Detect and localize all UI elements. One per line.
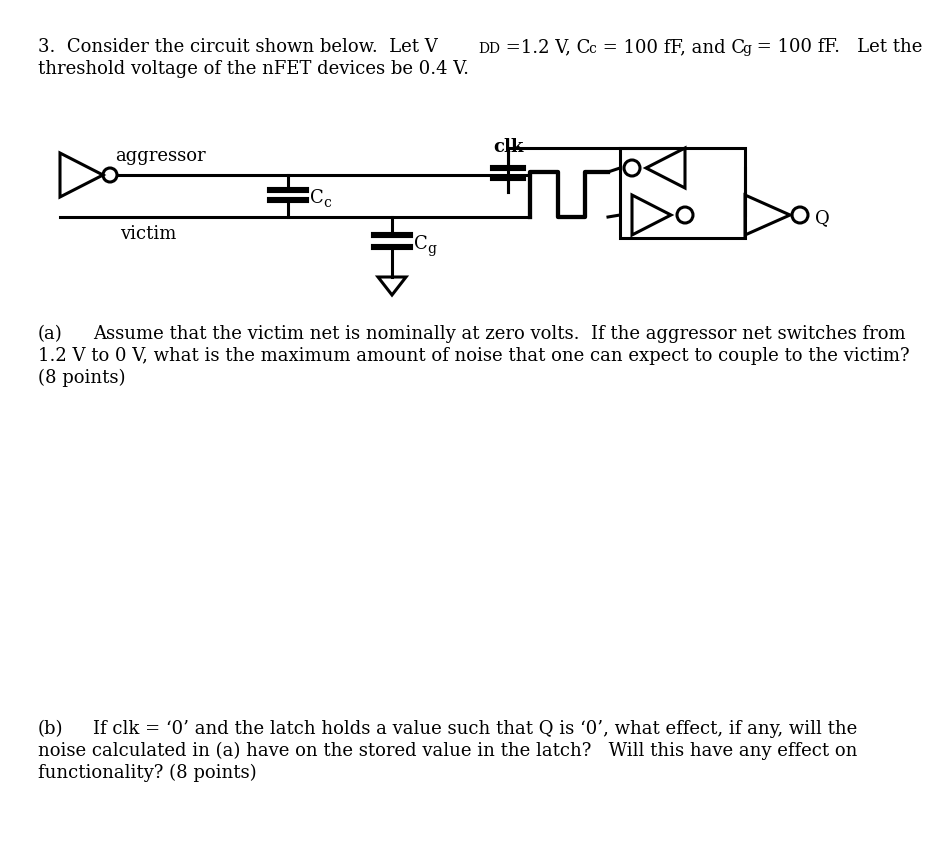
Text: aggressor: aggressor xyxy=(115,147,206,165)
Text: =1.2 V, C: =1.2 V, C xyxy=(500,38,591,56)
Text: (b): (b) xyxy=(38,720,64,738)
Bar xyxy=(620,148,745,238)
Text: 1.2 V to 0 V, what is the maximum amount of noise that one can expect to couple : 1.2 V to 0 V, what is the maximum amount… xyxy=(38,347,910,365)
Text: g: g xyxy=(427,242,436,256)
Text: clk: clk xyxy=(493,138,523,156)
Text: = 100 fF, and C: = 100 fF, and C xyxy=(597,38,746,56)
Text: c: c xyxy=(588,42,596,56)
Text: noise calculated in (a) have on the stored value in the latch?   Will this have : noise calculated in (a) have on the stor… xyxy=(38,742,857,760)
Text: threshold voltage of the nFET devices be 0.4 V.: threshold voltage of the nFET devices be… xyxy=(38,60,469,78)
Text: g: g xyxy=(742,42,751,56)
Text: functionality? (8 points): functionality? (8 points) xyxy=(38,764,256,783)
Text: C: C xyxy=(310,189,324,207)
Text: victim: victim xyxy=(120,225,177,243)
Text: c: c xyxy=(323,196,331,210)
Text: (a): (a) xyxy=(38,325,63,343)
Text: Q: Q xyxy=(815,209,830,227)
Text: 3.  Consider the circuit shown below.  Let V: 3. Consider the circuit shown below. Let… xyxy=(38,38,438,56)
Text: DD: DD xyxy=(478,42,500,56)
Text: C: C xyxy=(414,235,428,253)
Text: = 100 fF.   Let the: = 100 fF. Let the xyxy=(751,38,922,56)
Text: If clk = ‘0’ and the latch holds a value such that Q is ‘0’, what effect, if any: If clk = ‘0’ and the latch holds a value… xyxy=(93,720,857,738)
Text: (8 points): (8 points) xyxy=(38,369,126,387)
Text: Assume that the victim net is nominally at zero volts.  If the aggressor net swi: Assume that the victim net is nominally … xyxy=(93,325,905,343)
